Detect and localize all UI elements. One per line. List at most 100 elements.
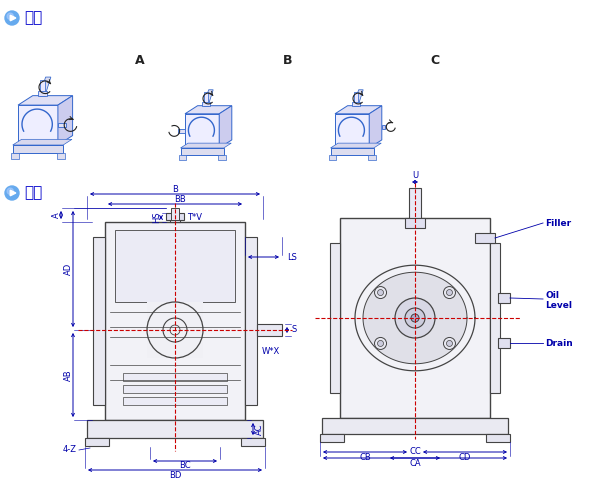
Polygon shape xyxy=(486,434,510,442)
Polygon shape xyxy=(13,145,63,154)
Polygon shape xyxy=(185,114,219,148)
Polygon shape xyxy=(171,208,179,220)
Polygon shape xyxy=(10,154,19,158)
Text: AB: AB xyxy=(63,369,73,381)
Polygon shape xyxy=(369,106,382,148)
Circle shape xyxy=(411,314,419,322)
Polygon shape xyxy=(335,114,369,148)
Polygon shape xyxy=(178,129,185,133)
Polygon shape xyxy=(181,148,224,155)
Polygon shape xyxy=(498,338,510,348)
Polygon shape xyxy=(202,102,210,106)
Polygon shape xyxy=(123,385,227,393)
Text: BD: BD xyxy=(169,470,181,480)
Text: A: A xyxy=(51,212,60,218)
Polygon shape xyxy=(85,438,109,446)
Text: Level: Level xyxy=(545,302,572,310)
Polygon shape xyxy=(329,155,336,160)
Polygon shape xyxy=(331,143,381,148)
Circle shape xyxy=(395,298,435,338)
Text: 4-Z: 4-Z xyxy=(63,445,77,455)
Polygon shape xyxy=(40,77,51,95)
Polygon shape xyxy=(320,434,344,442)
Circle shape xyxy=(7,13,13,19)
Text: LS: LS xyxy=(287,252,297,262)
Polygon shape xyxy=(368,155,376,160)
Circle shape xyxy=(443,286,456,299)
Polygon shape xyxy=(330,243,340,393)
Polygon shape xyxy=(179,155,186,160)
Polygon shape xyxy=(322,418,508,434)
Text: 軸向: 軸向 xyxy=(24,10,42,26)
Polygon shape xyxy=(354,90,363,106)
Polygon shape xyxy=(409,188,421,218)
Polygon shape xyxy=(185,106,232,114)
Polygon shape xyxy=(245,237,257,405)
Text: U: U xyxy=(412,172,418,181)
Text: 規格: 規格 xyxy=(24,185,42,201)
Polygon shape xyxy=(405,218,425,228)
Polygon shape xyxy=(93,237,105,405)
Text: AC: AC xyxy=(255,423,264,435)
Text: CA: CA xyxy=(409,459,421,467)
Polygon shape xyxy=(18,105,58,145)
Circle shape xyxy=(7,188,13,194)
Circle shape xyxy=(375,338,387,349)
Polygon shape xyxy=(10,190,16,196)
Polygon shape xyxy=(204,92,208,106)
Text: S: S xyxy=(292,326,297,335)
Polygon shape xyxy=(219,106,232,148)
Text: C: C xyxy=(430,54,439,66)
Polygon shape xyxy=(123,397,227,405)
Polygon shape xyxy=(475,233,495,243)
Text: BB: BB xyxy=(174,195,186,205)
Polygon shape xyxy=(490,243,500,393)
Circle shape xyxy=(443,338,456,349)
Polygon shape xyxy=(354,92,358,106)
Polygon shape xyxy=(87,420,263,438)
Text: T*V: T*V xyxy=(187,213,202,221)
Polygon shape xyxy=(40,80,45,95)
Text: Drain: Drain xyxy=(545,338,573,347)
Circle shape xyxy=(447,290,453,296)
Circle shape xyxy=(5,11,19,25)
Text: A: A xyxy=(135,54,145,66)
Polygon shape xyxy=(57,154,65,158)
Text: CB: CB xyxy=(359,453,371,461)
Polygon shape xyxy=(382,125,386,128)
Text: CD: CD xyxy=(459,453,471,461)
Polygon shape xyxy=(58,123,66,127)
Polygon shape xyxy=(498,293,510,303)
Circle shape xyxy=(447,340,453,346)
Polygon shape xyxy=(257,324,282,336)
Text: BC: BC xyxy=(179,461,191,470)
Circle shape xyxy=(405,308,425,328)
Polygon shape xyxy=(105,222,245,420)
Text: CC: CC xyxy=(409,447,421,456)
Circle shape xyxy=(378,340,384,346)
Polygon shape xyxy=(13,139,72,145)
Text: B: B xyxy=(283,54,293,66)
Text: Filler: Filler xyxy=(545,218,571,227)
Text: Oil: Oil xyxy=(545,291,559,301)
Polygon shape xyxy=(363,272,467,364)
Polygon shape xyxy=(58,95,73,145)
Text: AD: AD xyxy=(63,263,73,275)
Polygon shape xyxy=(181,143,231,148)
Polygon shape xyxy=(335,106,382,114)
Text: B: B xyxy=(172,185,178,194)
Polygon shape xyxy=(166,213,184,220)
Polygon shape xyxy=(331,148,374,155)
Circle shape xyxy=(375,286,387,299)
Circle shape xyxy=(378,290,384,296)
Polygon shape xyxy=(204,90,213,106)
Polygon shape xyxy=(147,302,203,358)
Polygon shape xyxy=(170,218,180,222)
Text: W*X: W*X xyxy=(262,347,280,357)
Polygon shape xyxy=(18,95,73,105)
Polygon shape xyxy=(10,15,16,21)
Polygon shape xyxy=(218,155,226,160)
Polygon shape xyxy=(352,102,360,106)
Text: HS: HS xyxy=(152,211,162,223)
Polygon shape xyxy=(38,92,47,95)
